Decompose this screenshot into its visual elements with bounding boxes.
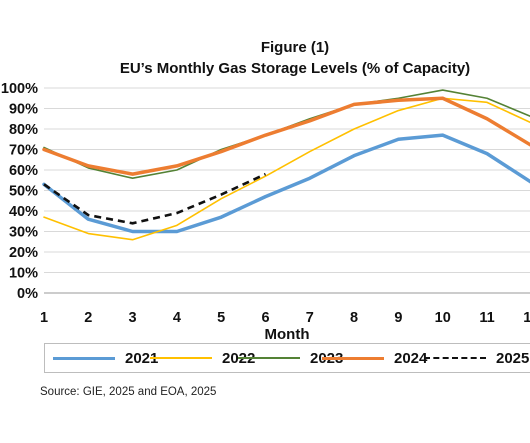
x-tick-label: 7 bbox=[306, 310, 314, 326]
legend-item-2025: 2025 bbox=[424, 344, 529, 372]
source-note: Source: GIE, 2025 and EOA, 2025 bbox=[40, 386, 217, 398]
legend-swatch bbox=[238, 357, 300, 359]
x-tick-label: 9 bbox=[394, 310, 402, 326]
y-tick-label: 10% bbox=[9, 266, 38, 282]
x-axis-label: Month bbox=[265, 326, 310, 343]
legend-item-2021: 2021 bbox=[53, 344, 158, 372]
y-tick-label: 100% bbox=[1, 81, 38, 97]
x-tick-label: 10 bbox=[435, 310, 451, 326]
y-tick-label: 20% bbox=[9, 245, 38, 261]
y-tick-label: 80% bbox=[9, 122, 38, 138]
legend-swatch bbox=[424, 357, 486, 359]
x-tick-label: 3 bbox=[129, 310, 137, 326]
legend-swatch bbox=[53, 356, 115, 360]
chart-title: EU’s Monthly Gas Storage Levels (% of Ca… bbox=[119, 60, 471, 77]
y-tick-label: 50% bbox=[9, 184, 38, 200]
y-tick-label: 60% bbox=[9, 163, 38, 179]
figure-label: Figure (1) bbox=[260, 39, 330, 56]
series-line-2024 bbox=[42, 96, 530, 176]
series-line-2021 bbox=[42, 133, 530, 234]
y-tick-label: 30% bbox=[9, 225, 38, 241]
series-line-2022 bbox=[43, 97, 530, 241]
legend-label: 2025 bbox=[496, 349, 530, 367]
legend-swatch bbox=[322, 356, 384, 360]
y-tick-label: 70% bbox=[9, 143, 38, 159]
x-tick-label: 5 bbox=[217, 310, 225, 326]
legend-label: 2024 bbox=[394, 349, 428, 367]
legend-label: 2021 bbox=[125, 349, 159, 367]
legend-item-2024: 2024 bbox=[322, 344, 427, 372]
legend-swatch bbox=[150, 357, 212, 359]
x-tick-label: 2 bbox=[84, 310, 92, 326]
x-tick-label: 11 bbox=[479, 310, 494, 326]
y-tick-label: 90% bbox=[9, 102, 38, 118]
y-tick-label: 0% bbox=[17, 286, 38, 302]
x-tick-label: 6 bbox=[261, 310, 269, 326]
x-tick-label: 8 bbox=[350, 310, 358, 326]
x-tick-label: 4 bbox=[173, 310, 181, 326]
x-tick-label: 1 bbox=[40, 310, 48, 326]
x-tick-label: 12 bbox=[523, 310, 530, 326]
series-line-2025 bbox=[43, 172, 267, 225]
chart-legend: 2021 2022 2023 2024 2025 bbox=[44, 343, 530, 373]
y-tick-label: 40% bbox=[9, 204, 38, 220]
